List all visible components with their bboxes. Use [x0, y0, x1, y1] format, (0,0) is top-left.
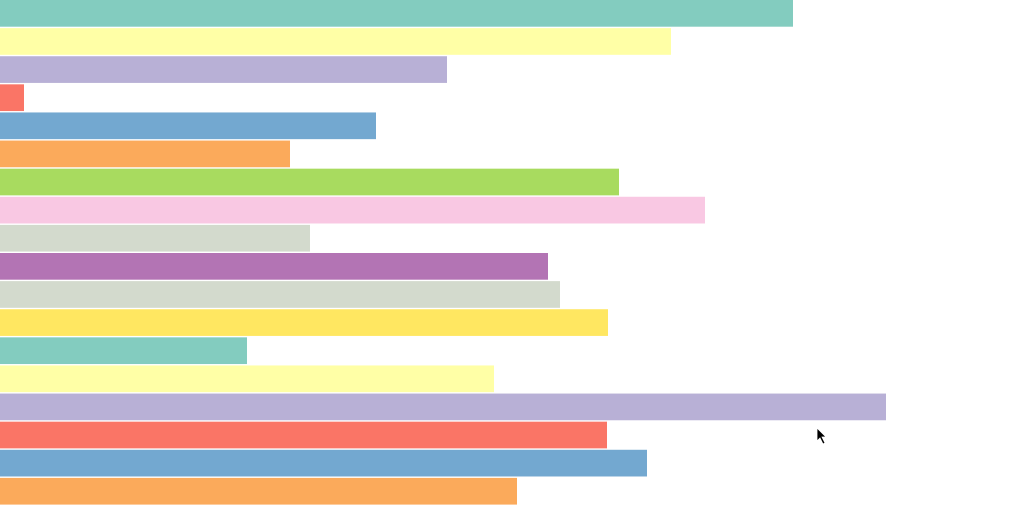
bar	[0, 84, 24, 112]
bar	[0, 140, 290, 168]
bar	[0, 337, 247, 365]
bar	[0, 449, 647, 477]
bar	[0, 393, 886, 421]
bar	[0, 281, 560, 308]
bar	[0, 253, 548, 280]
bar	[0, 421, 607, 449]
bar	[0, 224, 310, 252]
bar	[0, 365, 494, 393]
bar	[0, 112, 376, 140]
bar	[0, 196, 705, 224]
mouse-cursor	[816, 427, 827, 445]
bar	[0, 309, 608, 336]
bar	[0, 28, 671, 55]
bar	[0, 56, 447, 83]
bar	[0, 477, 517, 505]
bar	[0, 168, 619, 196]
bar	[0, 0, 793, 27]
